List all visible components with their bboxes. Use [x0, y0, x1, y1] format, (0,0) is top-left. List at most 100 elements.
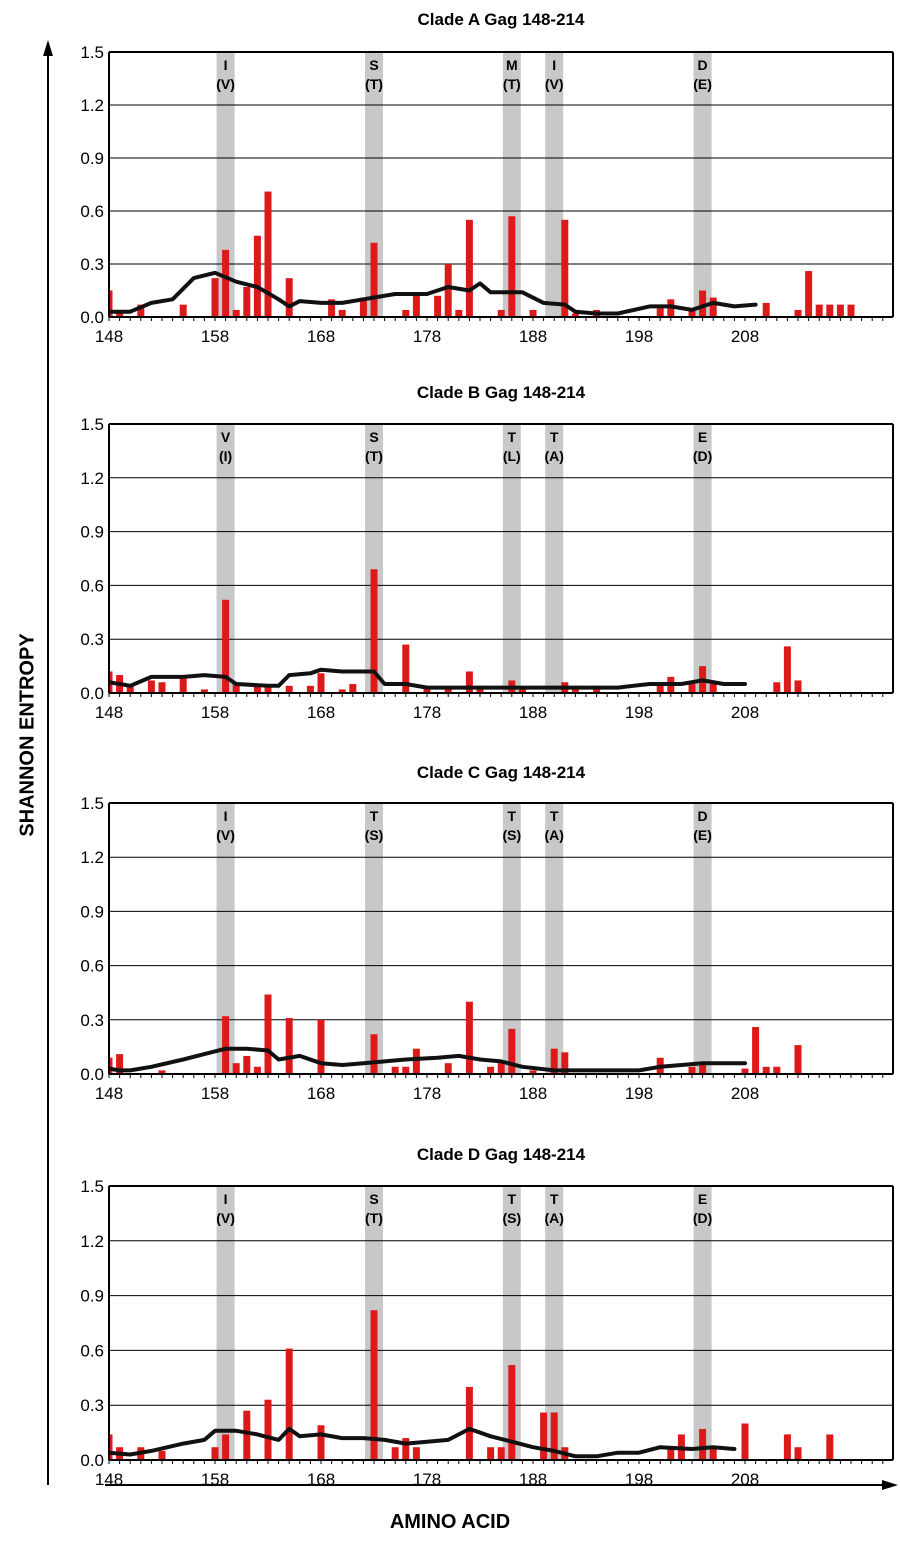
y-tick-label: 0.0 — [80, 308, 104, 327]
entropy-bar — [359, 297, 367, 317]
plot-marks — [109, 191, 855, 317]
x-tick-label: 188 — [519, 1084, 547, 1103]
entropy-bar — [688, 1066, 696, 1074]
entropy-bar — [137, 304, 145, 317]
residue-label: M — [506, 57, 518, 73]
residue-alt-label: (A) — [544, 448, 563, 464]
x-tick-label: 168 — [307, 703, 335, 722]
entropy-bar — [508, 1028, 516, 1074]
x-tick-label: 208 — [731, 703, 759, 722]
entropy-bar — [243, 286, 251, 317]
entropy-bar — [402, 1438, 410, 1460]
entropy-bar — [709, 297, 717, 317]
entropy-bar — [434, 295, 442, 317]
entropy-bar — [699, 1063, 707, 1074]
y-tick-label: 0.0 — [80, 1451, 104, 1470]
entropy-bar — [794, 680, 802, 693]
residue-alt-label: (V) — [216, 76, 235, 92]
x-tick-label: 198 — [625, 703, 653, 722]
residue-label: V — [221, 429, 231, 445]
y-tick-label: 0.6 — [80, 1341, 104, 1360]
entropy-bar — [794, 309, 802, 317]
entropy-bar — [285, 685, 293, 693]
chart-panel-2: Clade B Gag 148-214 0.0 0.3 0.6 0.9 1.2 1.5 V (I… — [80, 383, 894, 722]
entropy-bar — [487, 1447, 495, 1460]
highlight-band — [693, 424, 712, 693]
entropy-bar — [688, 684, 696, 693]
entropy-bar — [444, 1063, 452, 1074]
entropy-bar — [243, 1410, 251, 1460]
entropy-bar — [699, 290, 707, 317]
x-tick-label: 178 — [413, 1470, 441, 1489]
y-tick-label: 0.3 — [80, 255, 104, 274]
entropy-bar — [836, 304, 844, 317]
residue-alt-label: (V) — [545, 76, 564, 92]
y-tick-label: 1.5 — [80, 43, 104, 62]
entropy-bar — [232, 682, 240, 693]
y-tick-label: 1.2 — [80, 848, 104, 867]
entropy-bar — [465, 1386, 473, 1460]
entropy-bar — [826, 304, 834, 317]
entropy-bar — [550, 1412, 558, 1460]
residue-label: T — [550, 1191, 559, 1207]
y-tick-label: 1.5 — [80, 1177, 104, 1196]
chart-title: Clade B Gag 148-214 — [417, 383, 586, 402]
residue-label: I — [552, 57, 556, 73]
average-line — [109, 1046, 747, 1073]
entropy-bar — [465, 1001, 473, 1074]
entropy-bar — [179, 678, 187, 693]
entropy-bar — [317, 1425, 325, 1460]
y-tick-label: 0.9 — [80, 902, 104, 921]
entropy-bar — [741, 1068, 749, 1074]
average-line — [109, 270, 758, 316]
x-tick-label: 158 — [201, 1470, 229, 1489]
entropy-bar — [285, 278, 293, 317]
entropy-bar — [540, 1412, 548, 1460]
x-tick-label: 148 — [95, 327, 123, 346]
residue-label: I — [224, 808, 228, 824]
entropy-bar — [487, 1066, 495, 1074]
entropy-bar — [232, 1063, 240, 1074]
y-tick-label: 0.3 — [80, 1396, 104, 1415]
entropy-bar — [444, 264, 452, 317]
entropy-bar — [794, 1045, 802, 1074]
x-tick-label: 188 — [519, 327, 547, 346]
residue-alt-label: (T) — [365, 1210, 383, 1226]
entropy-bar — [497, 1447, 505, 1460]
y-tick-label: 1.2 — [80, 469, 104, 488]
entropy-bar — [264, 1399, 272, 1460]
residue-alt-label: (A) — [544, 827, 563, 843]
residue-label: T — [508, 1191, 517, 1207]
chart-panel-3: Clade C Gag 148-214 0.0 0.3 0.6 0.9 1.2 1.5 I (V… — [80, 763, 894, 1103]
chart-title: Clade C Gag 148-214 — [417, 763, 586, 782]
y-tick-label: 0.9 — [80, 149, 104, 168]
highlight-band — [502, 803, 521, 1074]
entropy-bar — [370, 569, 378, 693]
entropy-bar — [529, 1070, 537, 1074]
entropy-bar — [741, 1423, 749, 1460]
average-line — [109, 1426, 737, 1459]
entropy-bar — [222, 1016, 230, 1074]
highlight-band — [502, 424, 521, 693]
entropy-bar — [232, 309, 240, 317]
highlight-band — [216, 52, 235, 317]
entropy-bar — [699, 1428, 707, 1460]
y-tick-label: 0.3 — [80, 1011, 104, 1030]
entropy-bar — [158, 1450, 166, 1460]
entropy-bar — [752, 1027, 760, 1074]
residue-alt-label: (T) — [365, 76, 383, 92]
residue-alt-label: (D) — [693, 448, 712, 464]
residue-alt-label: (T) — [503, 76, 521, 92]
entropy-bar — [126, 684, 134, 693]
entropy-bar — [211, 1447, 219, 1460]
x-tick-label: 178 — [413, 1084, 441, 1103]
residue-label: T — [370, 808, 379, 824]
y-tick-label: 0.6 — [80, 202, 104, 221]
x-tick-label: 148 — [95, 1084, 123, 1103]
entropy-bar — [455, 309, 463, 317]
highlight-band — [545, 803, 564, 1074]
entropy-bar — [317, 1019, 325, 1074]
entropy-bar — [561, 219, 569, 317]
x-tick-label: 188 — [519, 703, 547, 722]
chart-panel-1: Clade A Gag 148-214 0.0 0.3 0.6 0.9 1.2 1.5 I (V… — [80, 10, 894, 346]
